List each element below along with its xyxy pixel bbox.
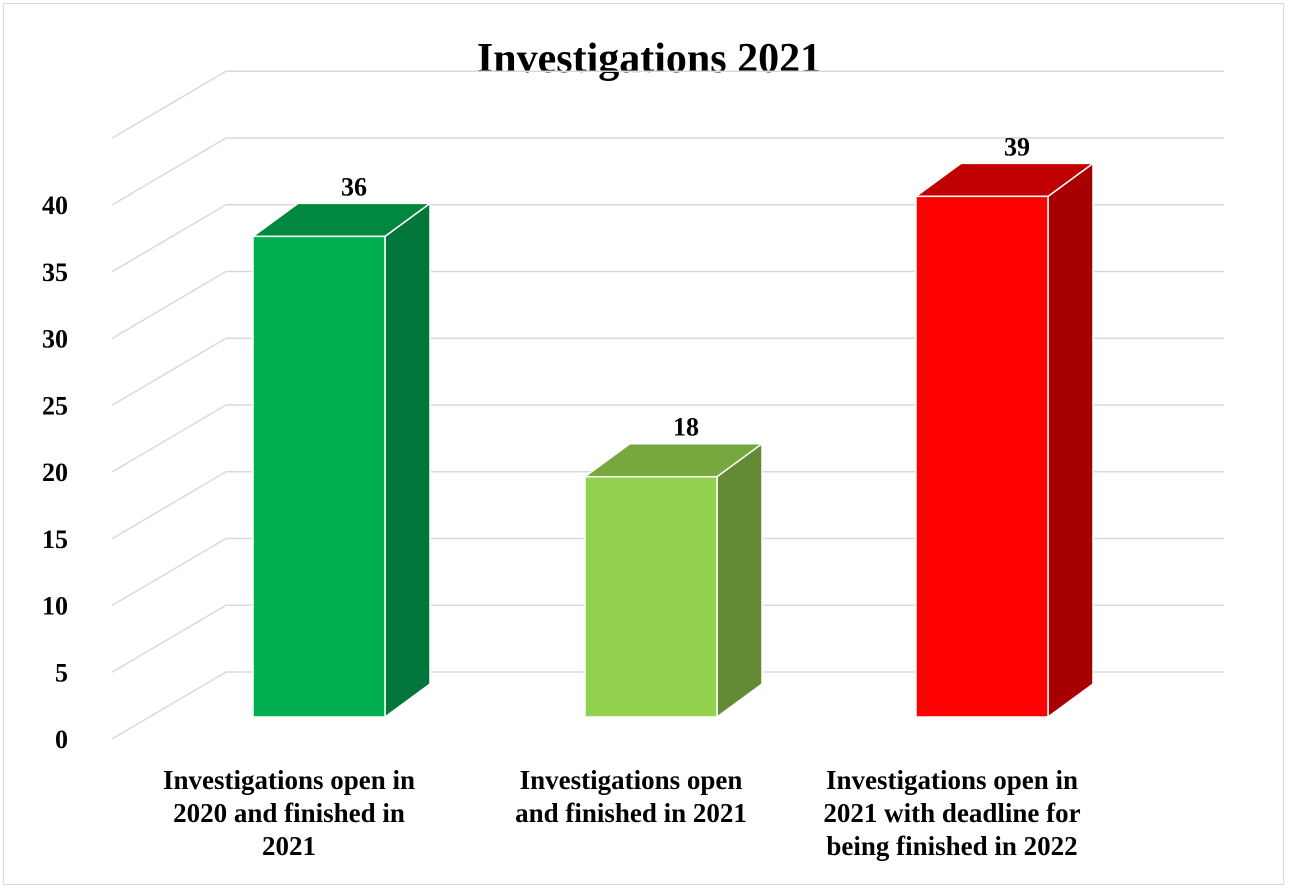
category-label: Investigations open in 2021 with deadline… — [823, 765, 1080, 861]
bar-chart: Investigations 2021 0 5 10 15 20 25 30 35 40 36 1… — [42, 36, 1224, 861]
data-label: 36 — [341, 172, 367, 201]
y-tick-label: 0 — [55, 725, 68, 754]
gridline-depth — [111, 471, 227, 540]
gridline-depth — [111, 671, 227, 740]
data-label: 18 — [673, 413, 699, 442]
y-tick-label: 20 — [42, 458, 68, 487]
gridline-depth — [111, 204, 227, 273]
y-tick-label: 25 — [42, 391, 68, 420]
gridline-depth — [111, 70, 227, 139]
category-label: Investigations open and finished in 2021 — [515, 765, 747, 828]
y-tick-label: 5 — [55, 658, 68, 687]
gridline-depth — [111, 404, 227, 473]
category-label: Investigations open in 2020 and finished … — [163, 765, 415, 861]
chart-title: Investigations 2021 — [477, 36, 821, 82]
gridline-depth — [111, 337, 227, 406]
y-tick-label: 15 — [42, 525, 68, 554]
bar — [250, 201, 433, 719]
y-tick-label: 30 — [42, 325, 68, 354]
gridline-depth — [111, 604, 227, 673]
data-labels: 36 18 39 — [341, 132, 1030, 441]
bar-front — [252, 235, 386, 718]
y-tick-label: 40 — [42, 191, 68, 220]
y-tick-label: 35 — [42, 258, 68, 287]
gridline-depth — [111, 537, 227, 607]
data-label: 39 — [1004, 132, 1030, 161]
bar — [582, 442, 765, 719]
bar-front — [915, 195, 1049, 718]
y-tick-label: 10 — [42, 592, 68, 621]
bar-side — [384, 201, 431, 719]
bar-front — [584, 475, 718, 718]
bar-side — [1047, 161, 1094, 719]
chart-frame: Investigations 2021 0 5 10 15 20 25 30 35 40 36 1… — [3, 3, 1284, 885]
category-labels: Investigations open in 2020 and finished … — [163, 765, 1081, 861]
bars — [250, 161, 1096, 719]
gridline-depth — [111, 137, 227, 206]
bar-side — [716, 442, 763, 719]
bar — [913, 161, 1096, 719]
gridline-depth — [111, 270, 227, 340]
y-axis-ticks: 0 5 10 15 20 25 30 35 40 — [42, 191, 68, 754]
